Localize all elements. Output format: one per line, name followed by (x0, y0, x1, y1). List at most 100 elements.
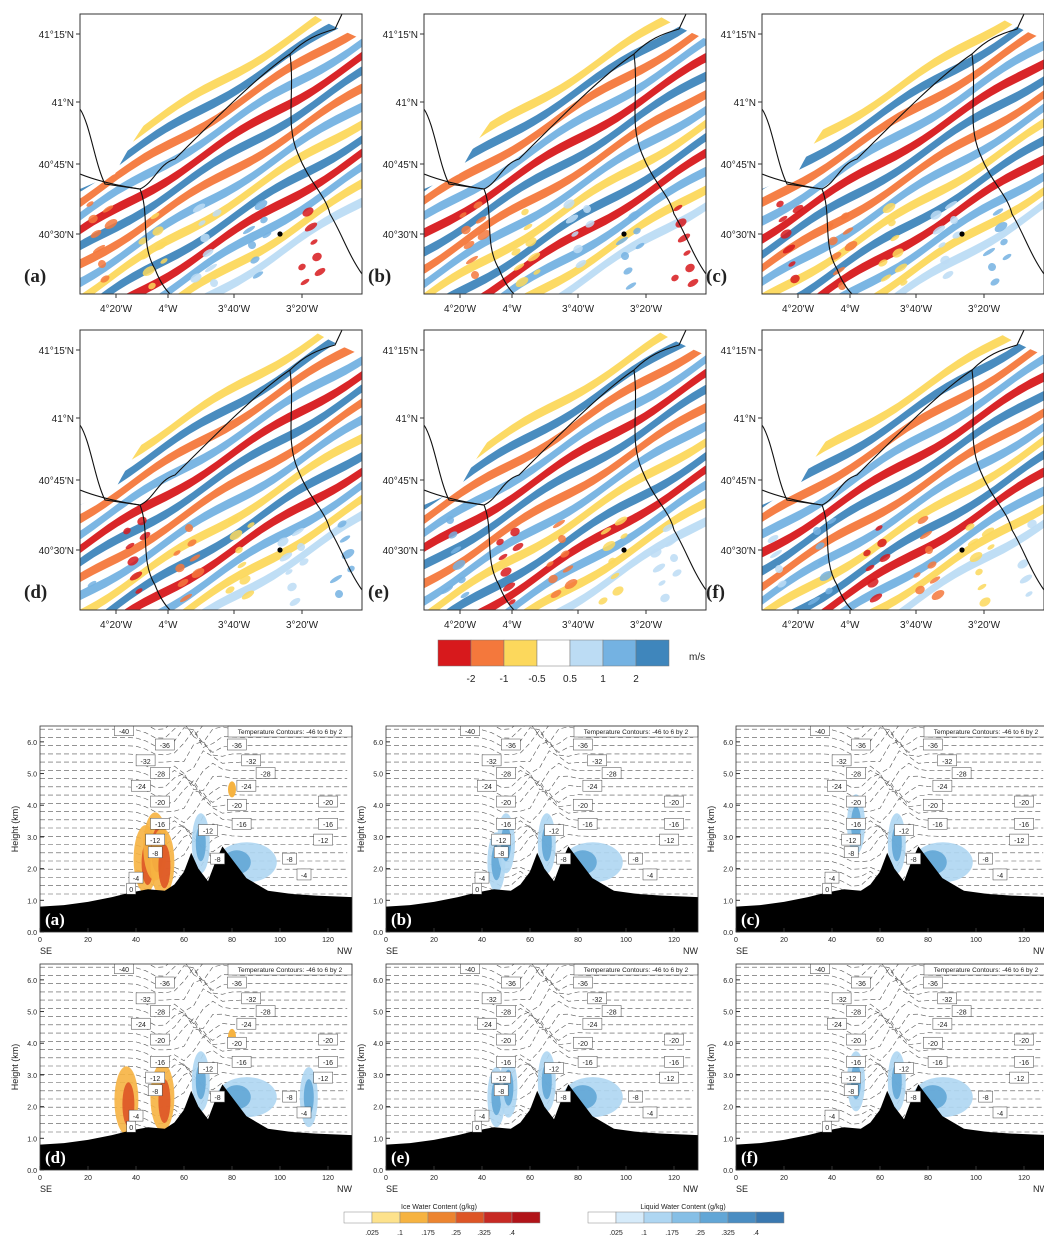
isotherm-line (386, 798, 694, 824)
isotherm-label-box (978, 1090, 993, 1103)
wave-blob (459, 212, 467, 218)
wave-blob (210, 279, 218, 287)
isotherm-label: -4 (479, 876, 485, 883)
x-tick-label: 120 (668, 937, 680, 944)
wave-band (427, 437, 706, 610)
wave-band (424, 105, 706, 289)
isotherm-label-box (841, 1071, 861, 1084)
isotherm-label-box (227, 738, 247, 751)
isotherm-label-box (474, 871, 490, 884)
wave-blob (104, 218, 118, 230)
x-tick-label: 40 (828, 937, 836, 944)
wave-blob (932, 225, 946, 235)
panel-label-box (738, 908, 766, 930)
wave-field (80, 14, 362, 294)
isotherm-label-box (846, 767, 866, 779)
isotherm-label-box (827, 1017, 847, 1030)
y-tick-label: 1.0 (723, 1136, 733, 1143)
isotherm-label: -32 (246, 759, 256, 766)
isotherm-label: -20 (155, 800, 165, 807)
wave-blob (127, 556, 139, 566)
x-tick-label: 100 (620, 1175, 632, 1182)
colorbar-label: .025 (609, 1230, 623, 1237)
isotherm-label-box (810, 964, 830, 975)
province-border (821, 188, 853, 294)
y-tick-label: 2.0 (723, 1105, 733, 1112)
wave-blob (930, 210, 942, 220)
isotherm-line (386, 967, 694, 994)
x-tick-label: 0 (734, 937, 738, 944)
wave-blob (608, 557, 616, 565)
wave-blob (440, 585, 454, 595)
isotherm-label: -12 (1014, 838, 1024, 845)
isotherm-label-box (587, 992, 607, 1005)
lon-tick-label: 4°W (841, 304, 861, 315)
wave-blob (192, 203, 206, 213)
wave-band (893, 200, 1044, 294)
isotherm-label: -16 (1019, 1060, 1029, 1067)
isotherm-line (736, 837, 1044, 863)
wave-band (156, 480, 362, 610)
wave-blob (830, 251, 842, 261)
isotherm-label-box (131, 1017, 151, 1030)
isotherm-label: -24 (136, 784, 146, 791)
isotherm-label: -40 (815, 967, 825, 974)
isotherm-label-box (582, 1017, 603, 1030)
lat-tick-label: 41°15'N (39, 346, 74, 357)
isotherm-line (40, 762, 348, 787)
isotherm-label-box (150, 1055, 170, 1068)
isotherm-line (736, 967, 1044, 994)
wave-blob (670, 554, 678, 562)
y-tick-label: 6.0 (723, 740, 733, 747)
isotherm-line (736, 776, 1044, 800)
isotherm-label: -20 (1019, 1038, 1029, 1045)
wave-blob (931, 589, 945, 601)
wave-blob (247, 522, 255, 528)
wave-blob (558, 535, 566, 543)
isotherm-line (386, 762, 694, 787)
isotherm-label: -4 (133, 876, 139, 883)
wave-blob (782, 244, 796, 254)
wave-band (80, 51, 362, 235)
colorbar-title: Ice Water Content (g/kg) (401, 1204, 477, 1211)
isotherm-line (40, 750, 348, 774)
terrain (736, 846, 1044, 932)
wave-band (523, 498, 706, 610)
isotherm-line (736, 1028, 1044, 1051)
lon-tick-label: 3°40'W (562, 620, 595, 631)
wave-blob (521, 208, 529, 216)
isotherm-label-box (923, 798, 943, 811)
colorbar-label: .4 (509, 1230, 515, 1237)
isotherm-line (736, 1109, 1044, 1132)
wave-blob (86, 201, 94, 207)
province-border (289, 53, 362, 275)
isotherm-label: -20 (928, 803, 938, 810)
lat-tick-label: 40°30'N (383, 546, 418, 557)
isotherm-label: -16 (237, 822, 247, 829)
wave-blob (965, 523, 975, 531)
isotherm-label-box (150, 1005, 170, 1017)
station-marker (277, 231, 283, 237)
wave-blob (515, 276, 529, 288)
wave-band (424, 368, 706, 553)
isotherm-line (40, 837, 348, 863)
isotherm-line (736, 1036, 1044, 1062)
x-tick-label: 80 (574, 1175, 582, 1182)
wave-blob (341, 548, 355, 560)
wave-band (424, 14, 706, 192)
wave-blob (229, 529, 243, 541)
colorbar-swatch (569, 639, 604, 667)
cross-section-panel: -40-36 -36-32 -32-28 -28-24 -24-20 -20 -20-16-… (706, 963, 1044, 1194)
isotherm-label-box (135, 754, 156, 767)
colorbar-label: 1 (600, 674, 606, 685)
wave-band (80, 66, 362, 251)
lat-tick-label: 40°45'N (39, 476, 74, 487)
temperature-annotation: Temperature Contours: -46 to 6 by 2 (584, 729, 689, 736)
province-border (971, 369, 1044, 591)
isotherm-label: -32 (837, 997, 847, 1004)
wave-blob (200, 233, 210, 243)
isotherm-label: -12 (664, 1076, 674, 1083)
wave-blob (1019, 574, 1033, 584)
wave-band (795, 135, 1044, 294)
isotherm-line (40, 1018, 348, 1043)
